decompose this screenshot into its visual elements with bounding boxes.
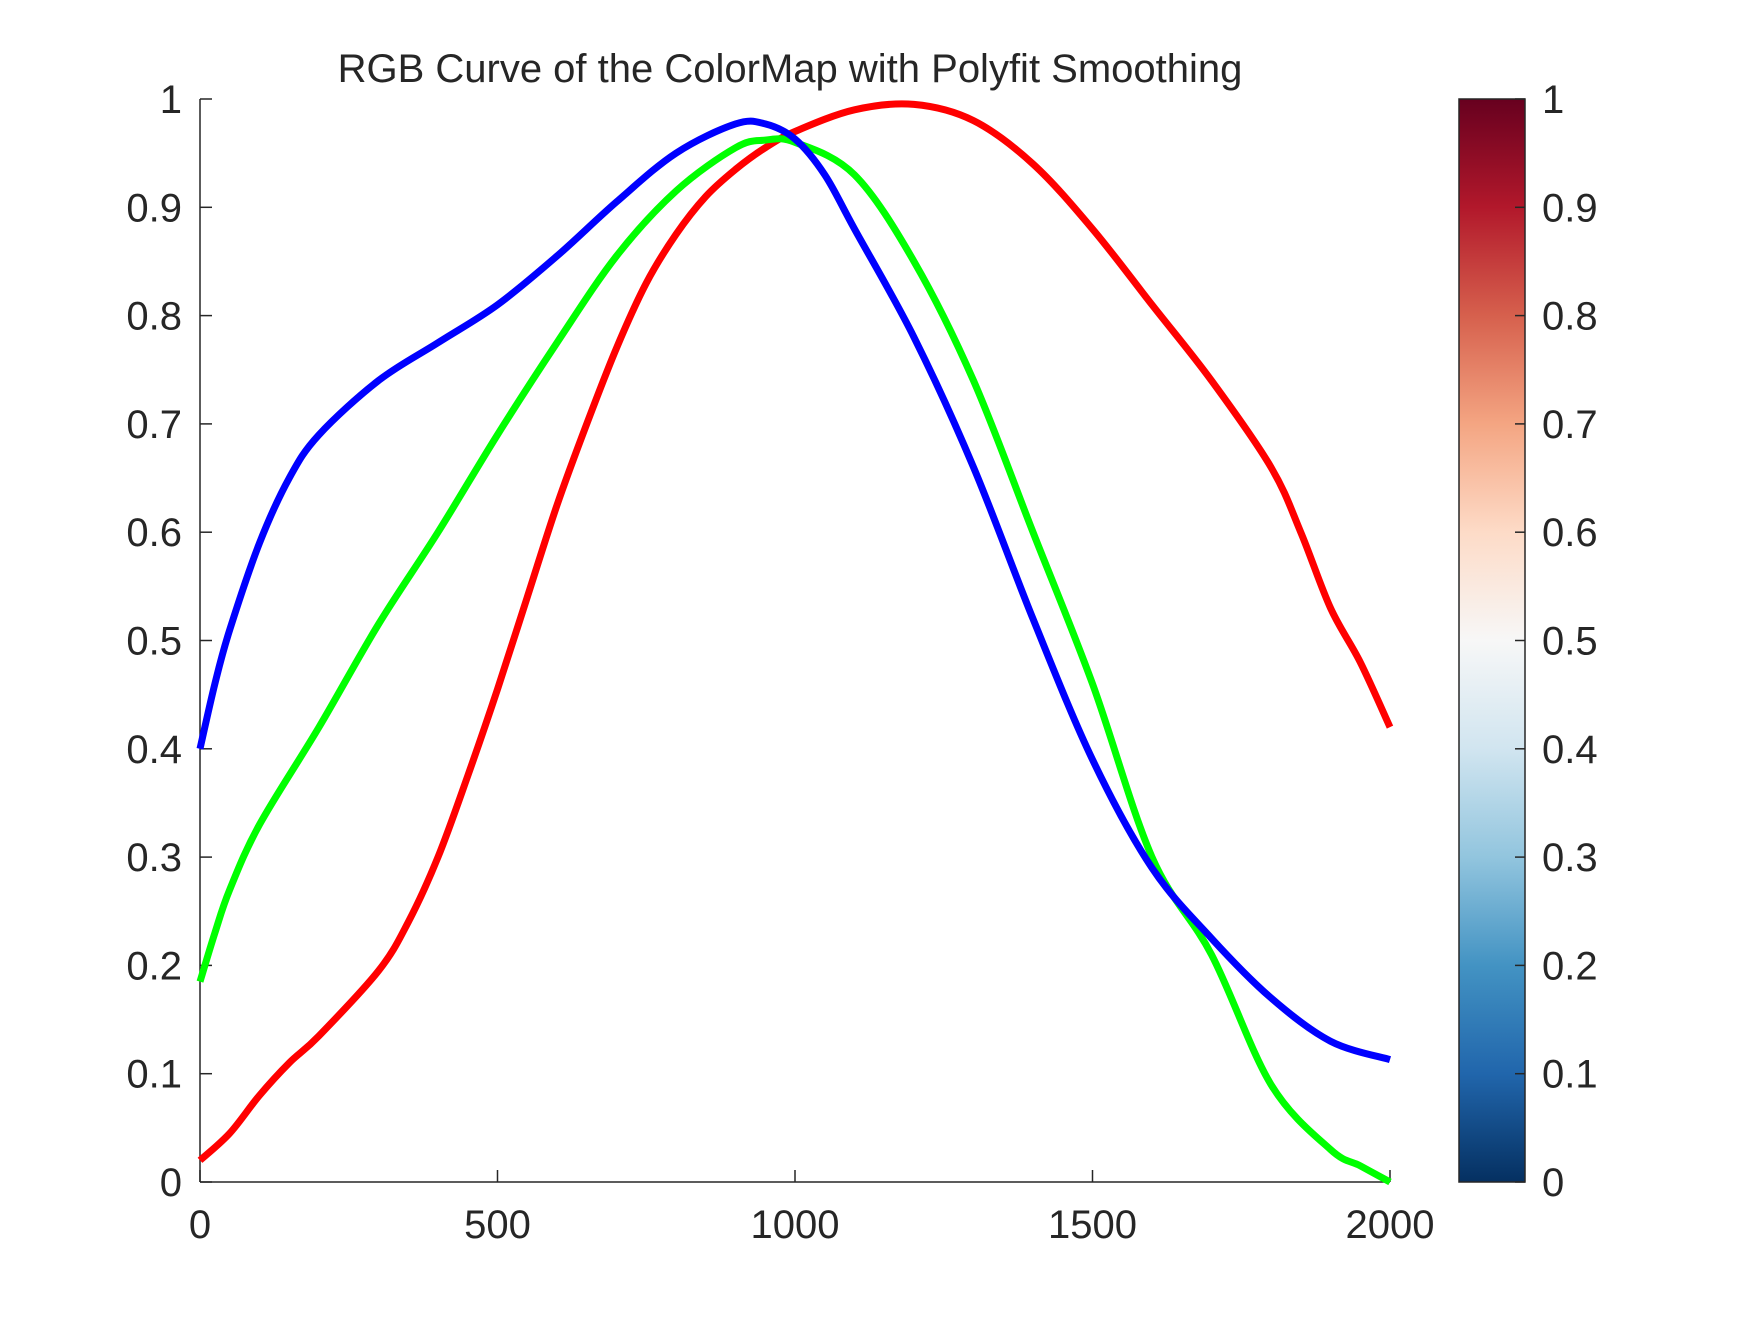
y-tick-label: 0.5 [126, 620, 182, 664]
x-axis-ticks: 0 500 1000 1500 2000 [189, 1170, 1435, 1247]
chart-title: RGB Curve of the ColorMap with Polyfit S… [338, 47, 1243, 91]
y-tick-label: 0.6 [126, 511, 182, 555]
series-layer [196, 100, 1394, 1186]
colorbar-tick-label: 0.2 [1542, 944, 1598, 988]
colorbar-tick-label: 0.9 [1542, 186, 1598, 230]
colorbar-tick-label: 0 [1542, 1161, 1564, 1205]
y-tick-label: 0.3 [126, 836, 182, 880]
green-series-line [196, 135, 1392, 1186]
x-tick-label: 1000 [751, 1203, 840, 1247]
colorbar-tick-label: 0.4 [1542, 728, 1598, 772]
y-axis-ticks: 0 0.1 0.2 0.3 0.4 0.5 0.6 0.7 0.8 0.9 1 [126, 78, 212, 1205]
colorbar-ticks: 0 0.1 0.2 0.3 0.4 0.5 0.6 0.7 0.8 0.9 1 [1515, 78, 1598, 1205]
y-tick-label: 0.2 [126, 944, 182, 988]
y-tick-label: 0.9 [126, 186, 182, 230]
colorbar-tick-label: 0.7 [1542, 403, 1598, 447]
red-series-line [197, 100, 1394, 1163]
colorbar-tick-label: 1 [1542, 78, 1564, 122]
colorbar-tick-label: 0.5 [1542, 620, 1598, 664]
colorbar-tick-label: 0.6 [1542, 511, 1598, 555]
y-tick-label: 1 [160, 78, 182, 122]
y-tick-label: 0 [160, 1161, 182, 1205]
x-tick-label: 2000 [1346, 1203, 1435, 1247]
y-tick-label: 0.8 [126, 295, 182, 339]
y-tick-label: 0.7 [126, 403, 182, 447]
colorbar-tick-label: 0.1 [1542, 1053, 1598, 1097]
y-tick-label: 0.1 [126, 1053, 182, 1097]
x-tick-label: 1500 [1048, 1203, 1137, 1247]
x-tick-label: 500 [464, 1203, 531, 1247]
y-tick-label: 0.4 [126, 728, 182, 772]
colorbar-tick-label: 0.3 [1542, 836, 1598, 880]
colorbar-gradient [1458, 98, 1526, 1183]
blue-series-line [196, 117, 1392, 1063]
colorbar-tick-label: 0.8 [1542, 295, 1598, 339]
plot-area: 0 500 1000 1500 2000 00.10.20.30.40.50.60.70… [126, 78, 1434, 1247]
x-tick-label: 0 [189, 1203, 211, 1247]
colorbar: 0 0.1 0.2 0.3 0.4 0.5 0.6 0.7 0.8 0.9 1 [1458, 78, 1598, 1205]
